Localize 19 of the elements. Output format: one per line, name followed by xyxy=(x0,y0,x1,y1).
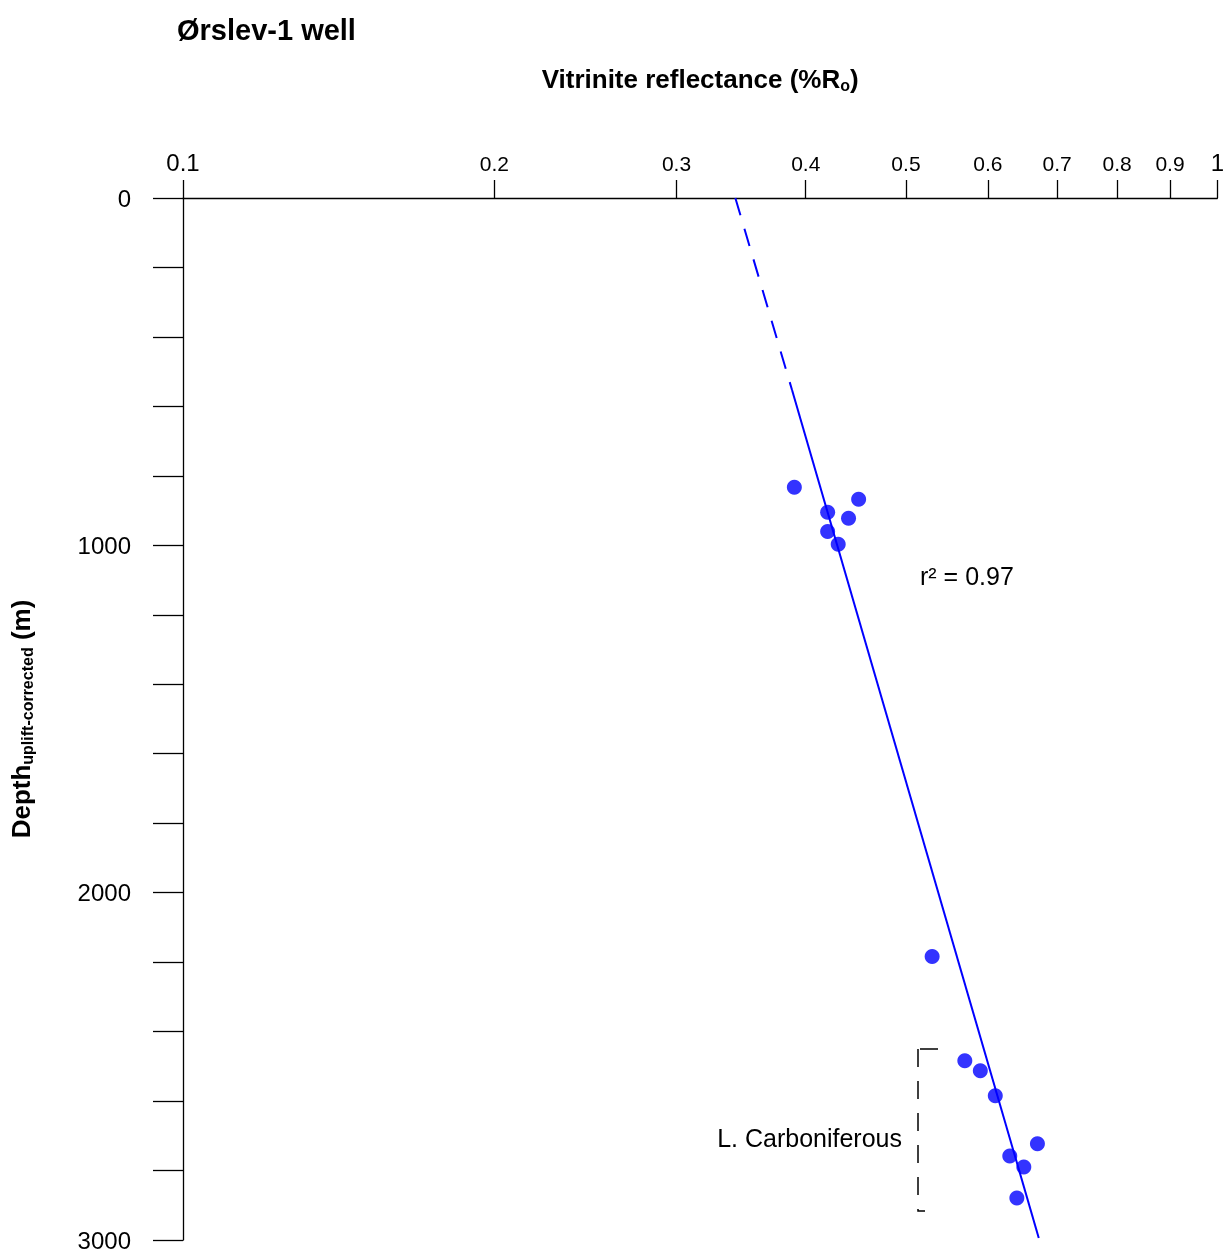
x-tick-label: 0.6 xyxy=(973,152,1003,175)
x-tick-label: 0.8 xyxy=(1102,152,1132,175)
annotation: L. Carboniferous xyxy=(717,1123,902,1152)
x-tick-label: 0.2 xyxy=(479,152,509,175)
x-axis-title: Vitrinite reflectance (%Ro) xyxy=(541,64,859,94)
x-tick-label: 0.4 xyxy=(791,152,821,175)
chart-title: Ørslev-1 well xyxy=(177,13,356,46)
annotation: r² = 0.97 xyxy=(920,561,1014,590)
x-tick-label: 0.3 xyxy=(661,152,692,175)
x-tick-label: 1 xyxy=(1210,148,1225,176)
x-tick-label: 0.1 xyxy=(166,148,200,176)
x-tick-label: 0.9 xyxy=(1155,152,1185,175)
y-tick-label: 2000 xyxy=(77,879,131,907)
y-tick-label: 3000 xyxy=(77,1226,131,1254)
y-axis-title: Depthuplift-corrected (m) xyxy=(6,599,36,839)
x-tick-label: 0.5 xyxy=(891,152,921,175)
y-tick-label: 0 xyxy=(117,184,131,212)
x-tick-label: 0.7 xyxy=(1042,152,1072,175)
y-tick-label: 1000 xyxy=(77,531,131,559)
